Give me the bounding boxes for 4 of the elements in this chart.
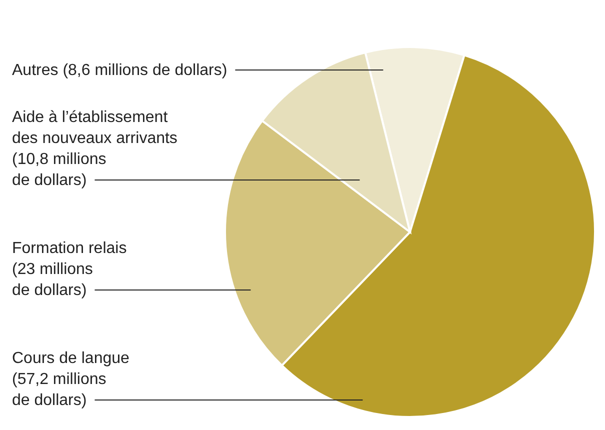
slice-label: Cours de langue (57,2 millions de dollars) bbox=[12, 350, 130, 409]
slice-label: Aide à l’établissement des nouveaux arrivants (10,8 millions de dollars) bbox=[12, 109, 178, 189]
slice-label: Autres (8,6 millions de dollars) bbox=[12, 62, 228, 79]
slice-label: Formation relais (23 millions de dollars) bbox=[12, 240, 127, 299]
